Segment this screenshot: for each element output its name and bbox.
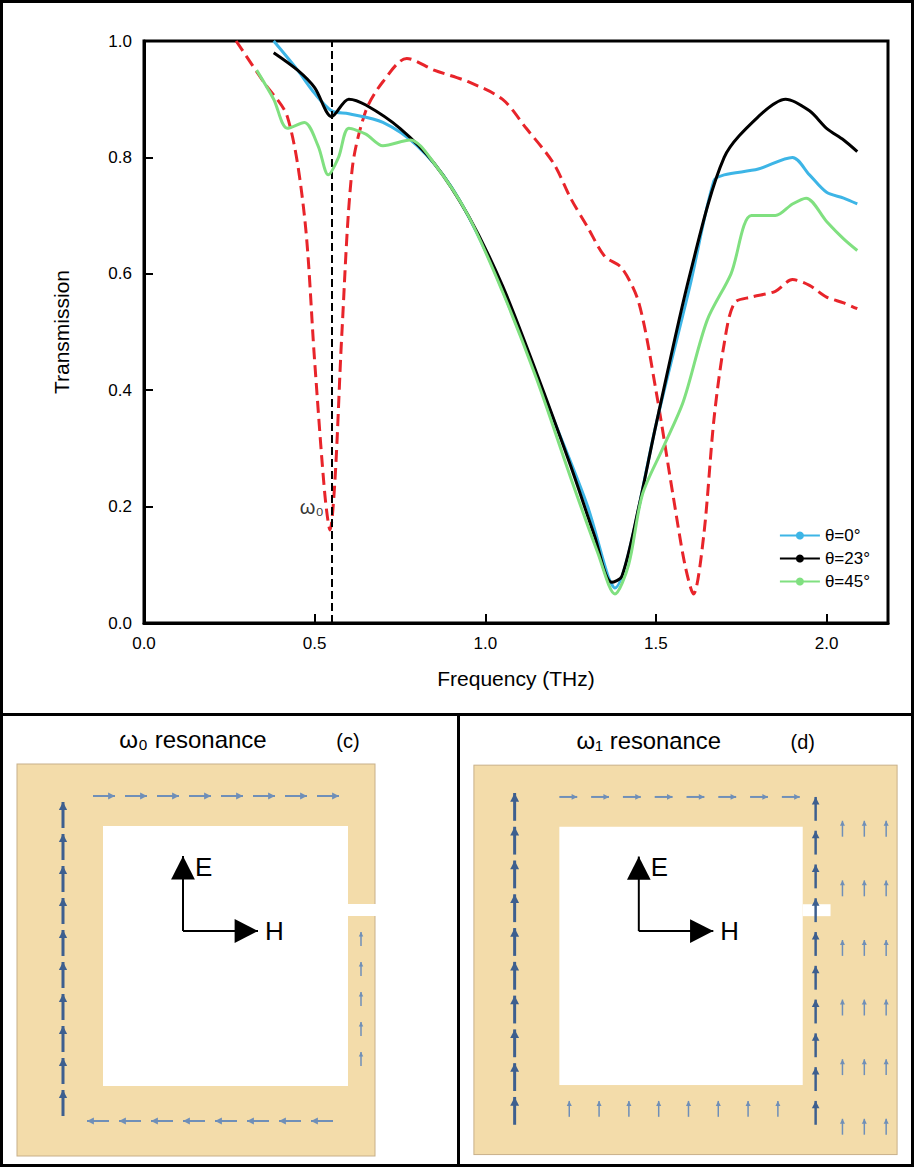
svg-text:(d): (d) — [791, 731, 815, 753]
svg-text:E: E — [195, 852, 212, 882]
svg-text:ω₀: ω₀ — [300, 496, 324, 518]
svg-text:ω₀ resonance: ω₀ resonance — [119, 726, 266, 753]
svg-text:0.5: 0.5 — [303, 634, 327, 653]
svg-text:1.0: 1.0 — [108, 32, 132, 51]
svg-text:H: H — [720, 917, 739, 945]
svg-text:H: H — [265, 916, 284, 946]
svg-text:0.4: 0.4 — [108, 381, 132, 400]
svg-text:Transmission: Transmission — [50, 270, 73, 394]
svg-text:0.2: 0.2 — [108, 497, 132, 516]
svg-text:θ=45°: θ=45° — [825, 572, 870, 591]
svg-text:θ=0°: θ=0° — [825, 526, 861, 545]
svg-text:0.0: 0.0 — [132, 634, 156, 653]
svg-text:0.8: 0.8 — [108, 148, 132, 167]
svg-text:1.5: 1.5 — [644, 634, 668, 653]
svg-text:θ=23°: θ=23° — [825, 549, 870, 568]
svg-text:E: E — [651, 853, 668, 881]
svg-text:ω₁ resonance: ω₁ resonance — [576, 727, 721, 754]
svg-text:(c): (c) — [336, 730, 359, 752]
svg-text:0.0: 0.0 — [108, 614, 132, 633]
svg-text:2.0: 2.0 — [815, 634, 839, 653]
svg-text:0.6: 0.6 — [108, 264, 132, 283]
svg-text:Frequency (THz): Frequency (THz) — [437, 667, 595, 690]
svg-text:1.0: 1.0 — [473, 634, 497, 653]
